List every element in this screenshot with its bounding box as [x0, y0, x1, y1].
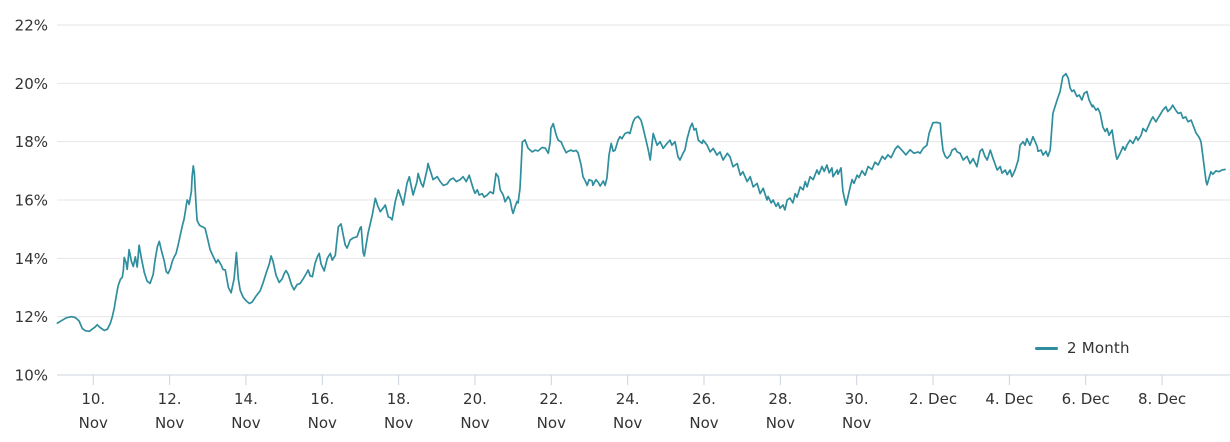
legend-item-2-month[interactable]: 2 Month	[1035, 339, 1130, 357]
legend-line-sample	[1035, 346, 1058, 350]
x-axis-sublabel: Nov	[460, 414, 489, 432]
y-axis-label: 10%	[15, 367, 48, 385]
x-axis-label: 8. Dec	[1138, 390, 1186, 408]
x-axis-label: 2. Dec	[909, 390, 957, 408]
y-axis-label: 18%	[15, 133, 48, 151]
x-axis-sublabel: Nov	[613, 414, 642, 432]
x-axis-sublabel: Nov	[79, 414, 108, 432]
y-axis-label: 12%	[15, 308, 48, 326]
x-axis-sublabel: Nov	[766, 414, 795, 432]
y-axis-label: 22%	[15, 17, 48, 35]
x-axis-sublabel: Nov	[155, 414, 184, 432]
x-axis-sublabel: Nov	[537, 414, 566, 432]
x-axis-sublabel: Nov	[231, 414, 260, 432]
x-axis-label: 22.	[539, 390, 563, 408]
x-axis-label: 10.	[81, 390, 105, 408]
x-axis-label: 14.	[234, 390, 258, 408]
x-axis-label: 28.	[768, 390, 792, 408]
x-axis-label: 30.	[845, 390, 869, 408]
y-axis-label: 20%	[15, 75, 48, 93]
x-axis-label: 18.	[387, 390, 411, 408]
x-axis-label: 12.	[158, 390, 182, 408]
x-axis-sublabel: Nov	[384, 414, 413, 432]
x-axis-sublabel: Nov	[689, 414, 718, 432]
x-axis-sublabel: Nov	[842, 414, 871, 432]
x-axis-label: 24.	[616, 390, 640, 408]
x-axis-label: 4. Dec	[985, 390, 1033, 408]
series-line-2-month	[56, 72, 1226, 333]
y-axis-label: 16%	[15, 192, 48, 210]
x-axis-label: 6. Dec	[1062, 390, 1110, 408]
x-axis-label: 20.	[463, 390, 487, 408]
y-axis-label: 14%	[15, 250, 48, 268]
x-axis-sublabel: Nov	[308, 414, 337, 432]
x-axis-label: 26.	[692, 390, 716, 408]
x-axis-label: 16.	[310, 390, 334, 408]
legend-label: 2 Month	[1067, 339, 1130, 357]
